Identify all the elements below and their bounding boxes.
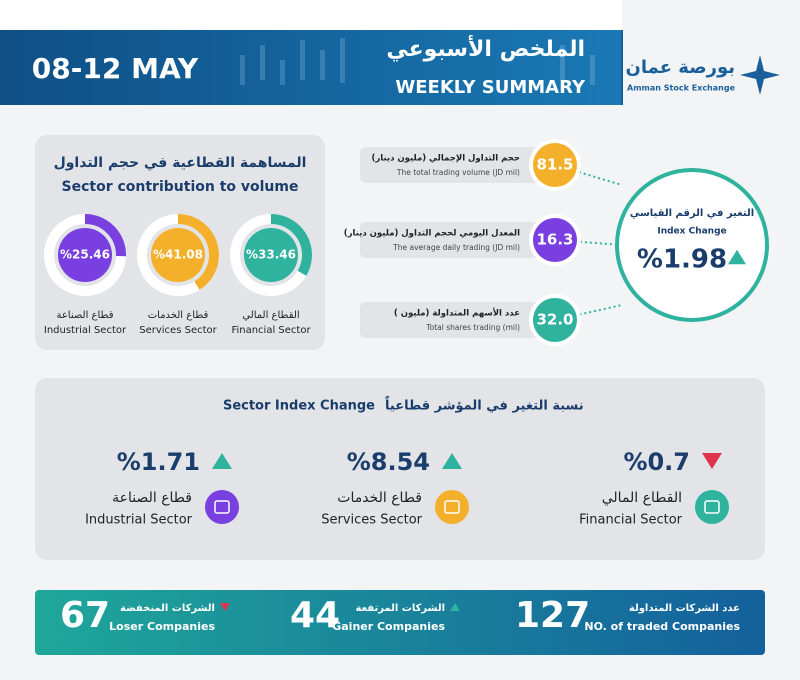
sector-index-title-ar: نسبة التغير في المؤشر قطاعياً	[385, 396, 584, 414]
sector-icon	[205, 490, 239, 524]
indicator-circle	[533, 143, 577, 187]
sector-name-ar: قطاع الصناعة	[56, 310, 113, 321]
footer-label-ar: الشركات المنخفضة	[120, 603, 215, 614]
index-value: %1.98	[637, 245, 727, 275]
sector-index-name-ar: قطاع الخدمات	[337, 490, 422, 506]
logo-ar: بورصة عمان	[626, 57, 735, 78]
donut-label: %41.08	[153, 248, 203, 262]
sector-index-value: %8.54	[347, 448, 430, 476]
arrow-up	[212, 453, 232, 469]
indicator-label-ar: المعدل اليومي لحجم التداول (مليون دينار)	[344, 229, 520, 239]
indicator-pill	[360, 222, 550, 258]
arrow-up	[728, 249, 746, 265]
footer-value: 127	[515, 595, 590, 636]
index-circle	[615, 168, 769, 322]
donut-arc	[44, 214, 126, 296]
sector-name-ar: قطاع الخدمات	[148, 310, 209, 321]
contribution-title-en: Sector contribution to volume	[62, 179, 299, 195]
donut-center	[58, 228, 112, 282]
footer-label-en: NO. of traded Companies	[584, 620, 740, 633]
sector-name-en: Financial Sector	[231, 325, 311, 336]
sector-name-en: Services Sector	[139, 325, 217, 336]
date: 08-12 MAY	[32, 52, 199, 85]
indicator-value: 81.5	[536, 156, 573, 174]
indicator-value: 32.0	[536, 311, 573, 329]
indicator-pill	[360, 302, 550, 338]
logo-en: Amman Stock Exchange	[627, 84, 736, 93]
sector-icon-glyph	[704, 500, 720, 514]
donut-arc	[137, 214, 219, 296]
donut-center	[151, 228, 205, 282]
sector-index-title-en: Sector Index Change	[223, 399, 375, 414]
donut-center	[244, 228, 298, 282]
sector-icon-glyph	[214, 500, 230, 514]
index-label-en: Index Change	[657, 227, 726, 237]
sector-name-en: Industrial Sector	[44, 325, 127, 336]
sector-index-value: %0.7	[623, 448, 690, 476]
sector-icon	[435, 490, 469, 524]
footer-label-en: Gainer Companies	[332, 620, 445, 633]
sector-index-name-ar: القطاع المالي	[602, 490, 682, 506]
header-top	[0, 0, 622, 30]
sector-index-name-en: Financial Sector	[579, 513, 683, 528]
candles	[240, 38, 595, 85]
logo-star	[740, 55, 780, 95]
footer-label-ar: الشركات المرتفعة	[356, 603, 445, 614]
arrow-down	[702, 453, 722, 469]
indicator-pill	[360, 147, 550, 183]
footer-value: 67	[60, 595, 110, 636]
title-ar: الملخص الأسبوعي	[386, 34, 585, 62]
footer-label-en: Loser Companies	[109, 620, 215, 633]
indicator-label-ar: عدد الأسهم المتداولة (مليون )	[394, 308, 520, 319]
footer-band	[35, 590, 765, 655]
sector-index-name-en: Services Sector	[321, 513, 422, 528]
arrow-up	[442, 453, 462, 469]
donut-label: %25.46	[60, 248, 110, 262]
contribution-title-ar: المساهمة القطاعية في حجم التداول	[54, 155, 307, 171]
sector-index-value: %1.71	[117, 448, 200, 476]
indicator-circle	[533, 218, 577, 262]
footer-value: 44	[290, 595, 340, 636]
donut-arc	[230, 214, 312, 296]
arrow-up	[450, 603, 460, 611]
sector-index-name-en: Industrial Sector	[85, 513, 193, 528]
indicator-label-ar: حجم التداول الإجمالي (مليون دينار)	[371, 154, 520, 164]
footer-label-ar: عدد الشركات المتداولة	[629, 603, 740, 614]
indicator-label-en: Total shares trading (mil)	[425, 323, 520, 332]
index-label-ar: التغير في الرقم القياسي	[630, 208, 754, 219]
arrow-down	[220, 603, 230, 611]
title-en: WEEKLY SUMMARY	[395, 77, 586, 98]
sector-name-ar: القطاع المالي	[242, 310, 299, 321]
indicator-label-en: The average daily trading (JD mil)	[392, 243, 520, 252]
header-band	[0, 30, 622, 105]
indicator-circle	[533, 298, 577, 342]
indicator-label-en: The total trading volume (JD mil)	[396, 168, 520, 177]
indicator-value: 16.3	[536, 231, 573, 249]
sector-icon	[695, 490, 729, 524]
donut-label: %33.46	[246, 248, 296, 262]
sector-icon-glyph	[444, 500, 460, 514]
sector-index-name-ar: قطاع الصناعة	[112, 490, 192, 506]
